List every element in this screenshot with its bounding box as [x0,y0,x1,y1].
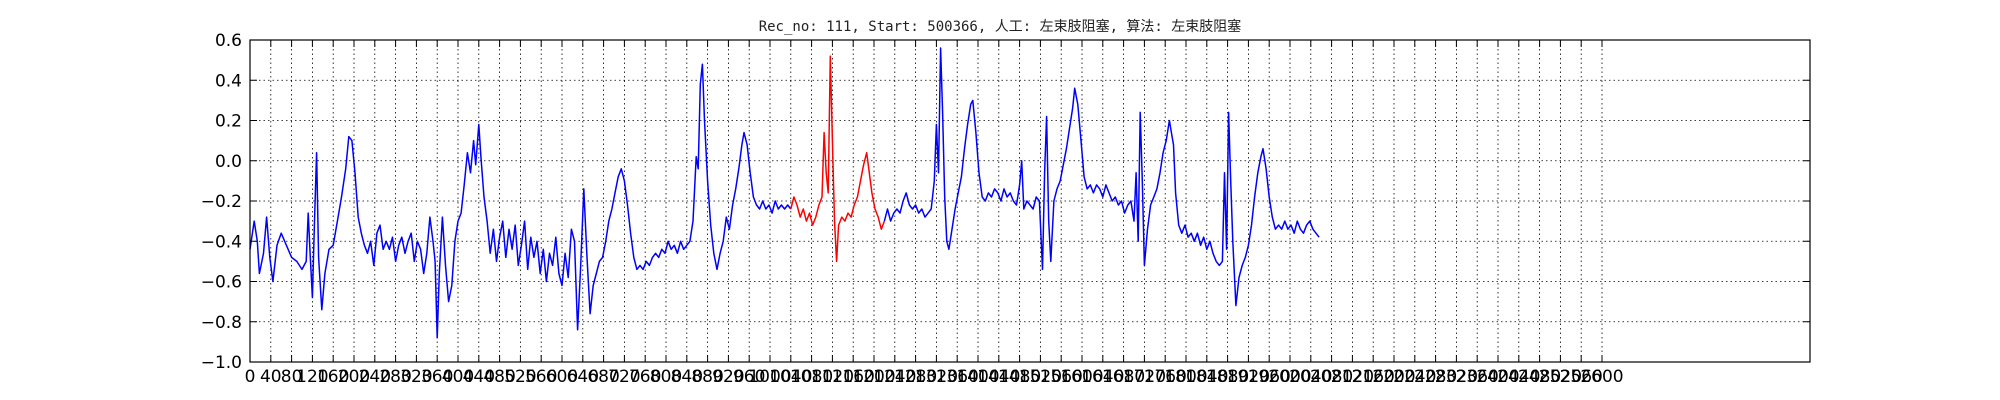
x-tick-label: 1280 [894,367,937,387]
x-tick-label: 2120 [1331,367,1374,387]
x-tick-label: 1120 [811,367,854,387]
x-tick-label: 1440 [977,367,1020,387]
x-tick-label: 240 [359,367,391,387]
x-tick-label: 1000 [748,367,791,387]
y-tick-label: −0.6 [201,273,242,293]
chart-title: Rec_no: 111, Start: 500366, 人工: 左束肢阻塞, 算… [759,18,1242,35]
x-tick-label: 760 [629,367,661,387]
x-tick-label: 1480 [998,367,1041,387]
x-tick-label: 2000 [1268,367,1311,387]
x-tick-label: 1200 [852,367,895,387]
x-tick-label: 1960 [1248,367,1291,387]
x-tick-label: 2600 [1580,367,1623,387]
x-tick-label: 2200 [1372,367,1415,387]
series-layer [249,47,1320,339]
x-tick-label: 2040 [1289,367,1332,387]
x-tick-label: 2320 [1435,367,1478,387]
y-tick-label: 0.0 [215,152,242,172]
x-tick-label: 40 [260,367,282,387]
x-tick-label: 1800 [1164,367,1207,387]
x-tick-label: 2400 [1476,367,1519,387]
x-tick-label: 1840 [1185,367,1228,387]
y-tick-label: −0.8 [201,313,242,333]
x-tick-label: 480 [483,367,515,387]
x-tick-label: 120 [296,367,328,387]
x-tick-label: 680 [587,367,619,387]
x-tick-label: 2440 [1497,367,1540,387]
x-tick-label: 880 [691,367,723,387]
x-tick-label: 80 [281,367,303,387]
x-tick-label: 1600 [1060,367,1103,387]
x-tick-label: 2160 [1352,367,1395,387]
x-tick-label: 2240 [1393,367,1436,387]
series-line-2 [790,55,886,263]
x-tick-label: 1720 [1123,367,1166,387]
x-tick-label: 160 [317,367,349,387]
series-line-3 [883,47,1320,307]
x-tick-label: 2560 [1560,367,1603,387]
x-tick-label: 960 [733,367,765,387]
series-line-1 [249,63,792,339]
x-tick-label: 1320 [915,367,958,387]
x-tick-label: 800 [650,367,682,387]
x-tick-label: 1360 [936,367,979,387]
x-tick-label: 520 [504,367,536,387]
x-tick-label: 1760 [1144,367,1187,387]
x-tick-label: 400 [442,367,474,387]
x-tick-label: 1880 [1206,367,1249,387]
x-tick-label: 1080 [790,367,833,387]
x-tick-label: 360 [421,367,453,387]
x-tick-label: 2360 [1456,367,1499,387]
x-tick-label: 1560 [1040,367,1083,387]
y-tick-label: −0.2 [201,192,242,212]
x-tick-label: 0 [245,367,256,387]
axis-ticks: 0.60.40.20.0−0.2−0.4−0.6−0.8−1.00 40 80120… [201,31,1810,387]
y-tick-label: 0.2 [215,112,242,132]
x-tick-label: 840 [671,367,703,387]
x-tick-label: 2280 [1414,367,1457,387]
x-tick-label: 640 [567,367,599,387]
x-tick-label: 1680 [1102,367,1145,387]
y-tick-label: −1.0 [201,353,242,373]
x-tick-label: 720 [608,367,640,387]
x-tick-label: 320 [400,367,432,387]
x-tick-label: 2080 [1310,367,1353,387]
x-tick-label: 1920 [1227,367,1270,387]
y-tick-label: 0.6 [215,31,242,51]
x-tick-label: 200 [338,367,370,387]
x-tick-label: 1160 [832,367,875,387]
x-tick-label: 920 [712,367,744,387]
x-tick-label: 1400 [956,367,999,387]
x-tick-label: 1240 [873,367,916,387]
x-tick-label: 1520 [1019,367,1062,387]
y-tick-label: −0.4 [201,232,242,252]
x-tick-label: 1040 [769,367,812,387]
x-tick-label: 2480 [1518,367,1561,387]
y-tick-label: 0.4 [215,71,242,91]
x-tick-label: 560 [525,367,557,387]
x-tick-label: 280 [379,367,411,387]
x-tick-label: 440 [463,367,495,387]
x-tick-label: 1640 [1081,367,1124,387]
x-tick-label: 2520 [1539,367,1582,387]
x-tick-label: 600 [546,367,578,387]
